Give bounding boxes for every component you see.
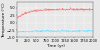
Y-axis label: Temperature (°C): Temperature (°C) bbox=[2, 2, 6, 38]
X-axis label: Time (yr): Time (yr) bbox=[46, 44, 65, 48]
